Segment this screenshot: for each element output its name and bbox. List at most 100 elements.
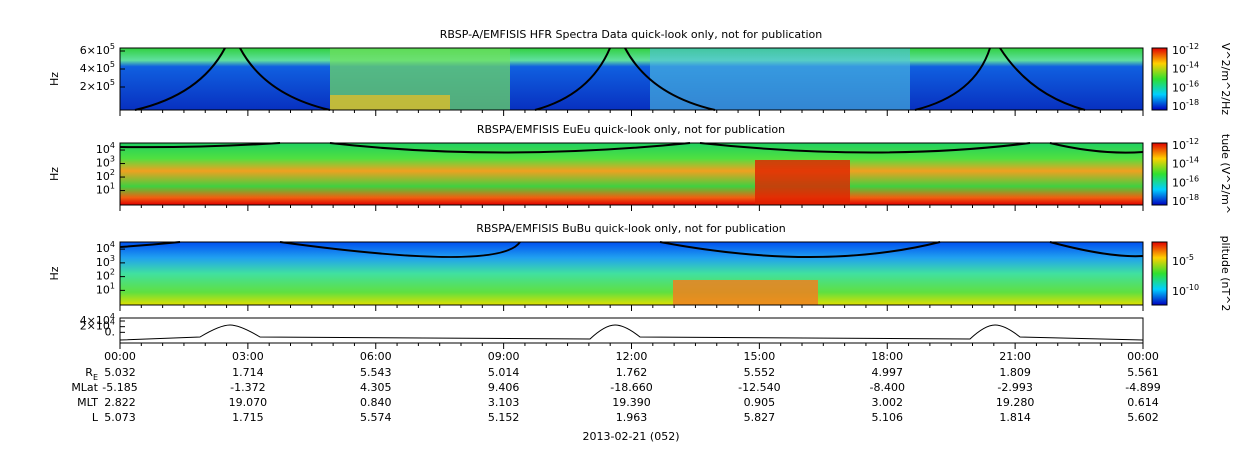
colorbar-label: V^2/m^2/Hz	[1219, 43, 1232, 115]
tick-exponent: 5	[110, 42, 115, 51]
y-tick-label: 101	[96, 281, 115, 297]
y-tick-label: 103	[96, 253, 115, 269]
tick-exponent: 2	[110, 267, 115, 276]
spectrogram-patch	[650, 48, 910, 110]
y-tick-label: 101	[96, 181, 115, 197]
spectrogram-patch	[673, 280, 818, 305]
spectrogram	[120, 242, 1143, 305]
ephemeris-value: -18.660	[610, 381, 652, 394]
ephemeris-value: 3.103	[488, 396, 520, 409]
spectrogram-patch	[755, 160, 850, 205]
tick-exponent: 4	[110, 312, 115, 321]
colorbar	[1151, 241, 1168, 306]
tick-exponent: -18	[1186, 98, 1199, 107]
tick-base: 4×10	[80, 62, 110, 75]
colorbar-tick-label: 10-12	[1172, 137, 1199, 153]
colorbar-tick-label: 10-16	[1172, 79, 1199, 95]
x-tick-label: 15:00	[744, 350, 776, 363]
curve	[134, 47, 1086, 111]
y-tick-label: 0.	[105, 325, 116, 338]
y-tick-label: 6×105	[80, 42, 115, 58]
ephemeris-value: 0.840	[360, 396, 392, 409]
ephemeris-value: -5.185	[102, 381, 137, 394]
ephemeris-label-sub: E	[93, 373, 98, 382]
tick-base: 2×10	[80, 80, 110, 93]
tick-exponent: 4	[110, 240, 115, 249]
ephemeris-value: -8.400	[870, 381, 905, 394]
tick-exponent: 5	[110, 78, 115, 87]
y-tick-label: 4×104	[80, 312, 115, 328]
x-tick-label: 21:00	[999, 350, 1031, 363]
tick-base: 10	[1172, 44, 1186, 57]
tick-base: 10	[96, 157, 110, 170]
ephemeris-value: 5.073	[104, 411, 136, 424]
ephemeris-value: 5.552	[744, 366, 776, 379]
ephemeris-value: 5.561	[1127, 366, 1159, 379]
trace	[119, 324, 1144, 341]
colorbar-tick-label: 10-16	[1172, 174, 1199, 190]
ephemeris-label: MLT	[77, 396, 98, 409]
tick-exponent: 4	[110, 317, 115, 326]
colorbar-tick-label: 10-18	[1172, 193, 1199, 209]
ephemeris-value: 5.574	[360, 411, 392, 424]
tick-exponent: -12	[1186, 42, 1199, 51]
tick-exponent: 3	[110, 154, 115, 163]
date-label: 2013-02-21 (052)	[582, 430, 679, 443]
y-tick-label: 103	[96, 154, 115, 170]
tick-exponent: 3	[110, 253, 115, 262]
ephemeris-value: -12.540	[738, 381, 780, 394]
tick-exponent: -14	[1186, 60, 1199, 69]
y-tick-label: 4×105	[80, 60, 115, 76]
tick-base: 10	[1172, 100, 1186, 113]
tick-base: 10	[1172, 63, 1186, 76]
ephemeris-value: 1.762	[616, 366, 648, 379]
tick-base: 10	[1172, 158, 1186, 171]
y-axis-label: Hz	[48, 266, 61, 280]
x-tick-label: 06:00	[360, 350, 392, 363]
ephemeris-value: 1.809	[999, 366, 1031, 379]
ephemeris-value: -4.899	[1125, 381, 1160, 394]
ephemeris-label-text: MLT	[77, 396, 98, 409]
colorbar-label: tude (V^2/m^	[1219, 134, 1232, 214]
tick-base: 10	[96, 184, 110, 197]
tick-base: 10	[1172, 285, 1186, 298]
ephemeris-label: L	[92, 411, 99, 424]
tick-base: 10	[1172, 195, 1186, 208]
tick-base: 10	[96, 270, 110, 283]
colorbar-tick-label: 10-18	[1172, 98, 1199, 114]
tick-exponent: -5	[1186, 253, 1194, 262]
x-tick-label: 00:00	[104, 350, 136, 363]
ephemeris-value: 5.014	[488, 366, 520, 379]
ephemeris-value: -2.993	[997, 381, 1032, 394]
tick-exponent: -16	[1186, 174, 1199, 183]
ephemeris-value: 0.614	[1127, 396, 1159, 409]
spectrogram	[120, 143, 1143, 205]
x-tick-label: 09:00	[488, 350, 520, 363]
tick-base: 10	[1172, 176, 1186, 189]
ephemeris-label: MLat	[71, 381, 98, 394]
spectrogram-patch	[330, 95, 450, 110]
ephemeris-value: 0.905	[744, 396, 776, 409]
colorbar-label: plitude (nT^2	[1219, 236, 1232, 312]
curve	[119, 142, 1144, 154]
ephemeris-value: 1.714	[232, 366, 264, 379]
colorbar-tick-label: 10-14	[1172, 155, 1199, 171]
y-tick-label: 104	[96, 141, 115, 157]
tick-base: 10	[1172, 81, 1186, 94]
colorbar	[1151, 47, 1168, 111]
y-tick-label: 104	[96, 240, 115, 256]
y-tick-label: 102	[96, 168, 115, 184]
tick-base: 6×10	[80, 44, 110, 57]
ephemeris-value: 19.390	[612, 396, 651, 409]
ephemeris-value: 5.827	[744, 411, 776, 424]
colorbar-tick-label: 10-10	[1172, 283, 1199, 299]
tick-exponent: 1	[110, 281, 115, 290]
colorbar-tick-label: 10-14	[1172, 60, 1199, 76]
tick-exponent: 4	[110, 141, 115, 150]
tick-base: 10	[96, 256, 110, 269]
ephemeris-label-text: MLat	[71, 381, 98, 394]
ephemeris-value: 19.280	[996, 396, 1035, 409]
tick-exponent: 5	[110, 60, 115, 69]
ephemeris-value: 5.602	[1127, 411, 1159, 424]
